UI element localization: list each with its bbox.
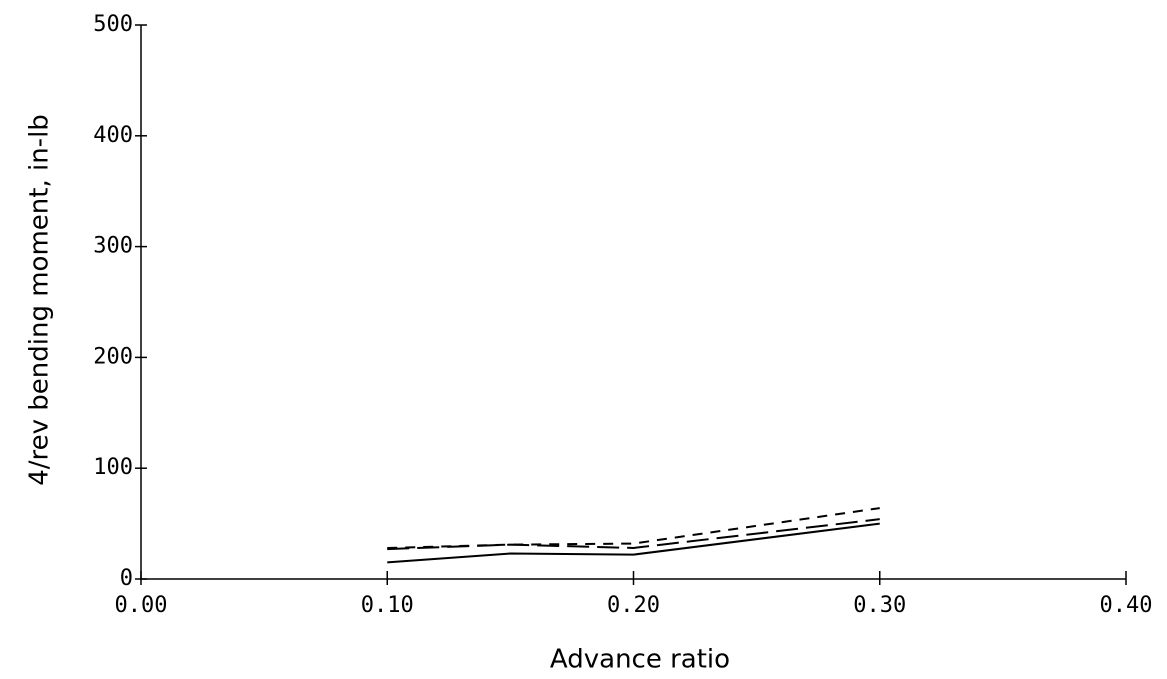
data-line bbox=[387, 522, 880, 564]
y-axis-label: 4/rev bending moment, in-lb bbox=[25, 114, 55, 486]
y-tick-label: 300 bbox=[93, 234, 133, 259]
y-tick-label: 400 bbox=[93, 123, 133, 148]
y-tick-label: 200 bbox=[93, 344, 133, 369]
x-tick-label: 0.10 bbox=[361, 593, 414, 618]
x-axis-label: Advance ratio bbox=[550, 645, 730, 675]
y-tick-label: 100 bbox=[93, 455, 133, 480]
data-line bbox=[387, 507, 880, 549]
x-tick-label: 0.30 bbox=[853, 593, 906, 618]
x-tick-label: 0.00 bbox=[115, 593, 168, 618]
y-tick-label: 0 bbox=[120, 566, 133, 591]
x-tick-label: 0.40 bbox=[1100, 593, 1153, 618]
x-tick-label: 0.20 bbox=[607, 593, 660, 618]
data-line bbox=[387, 518, 880, 551]
y-tick-label: 500 bbox=[93, 12, 133, 37]
